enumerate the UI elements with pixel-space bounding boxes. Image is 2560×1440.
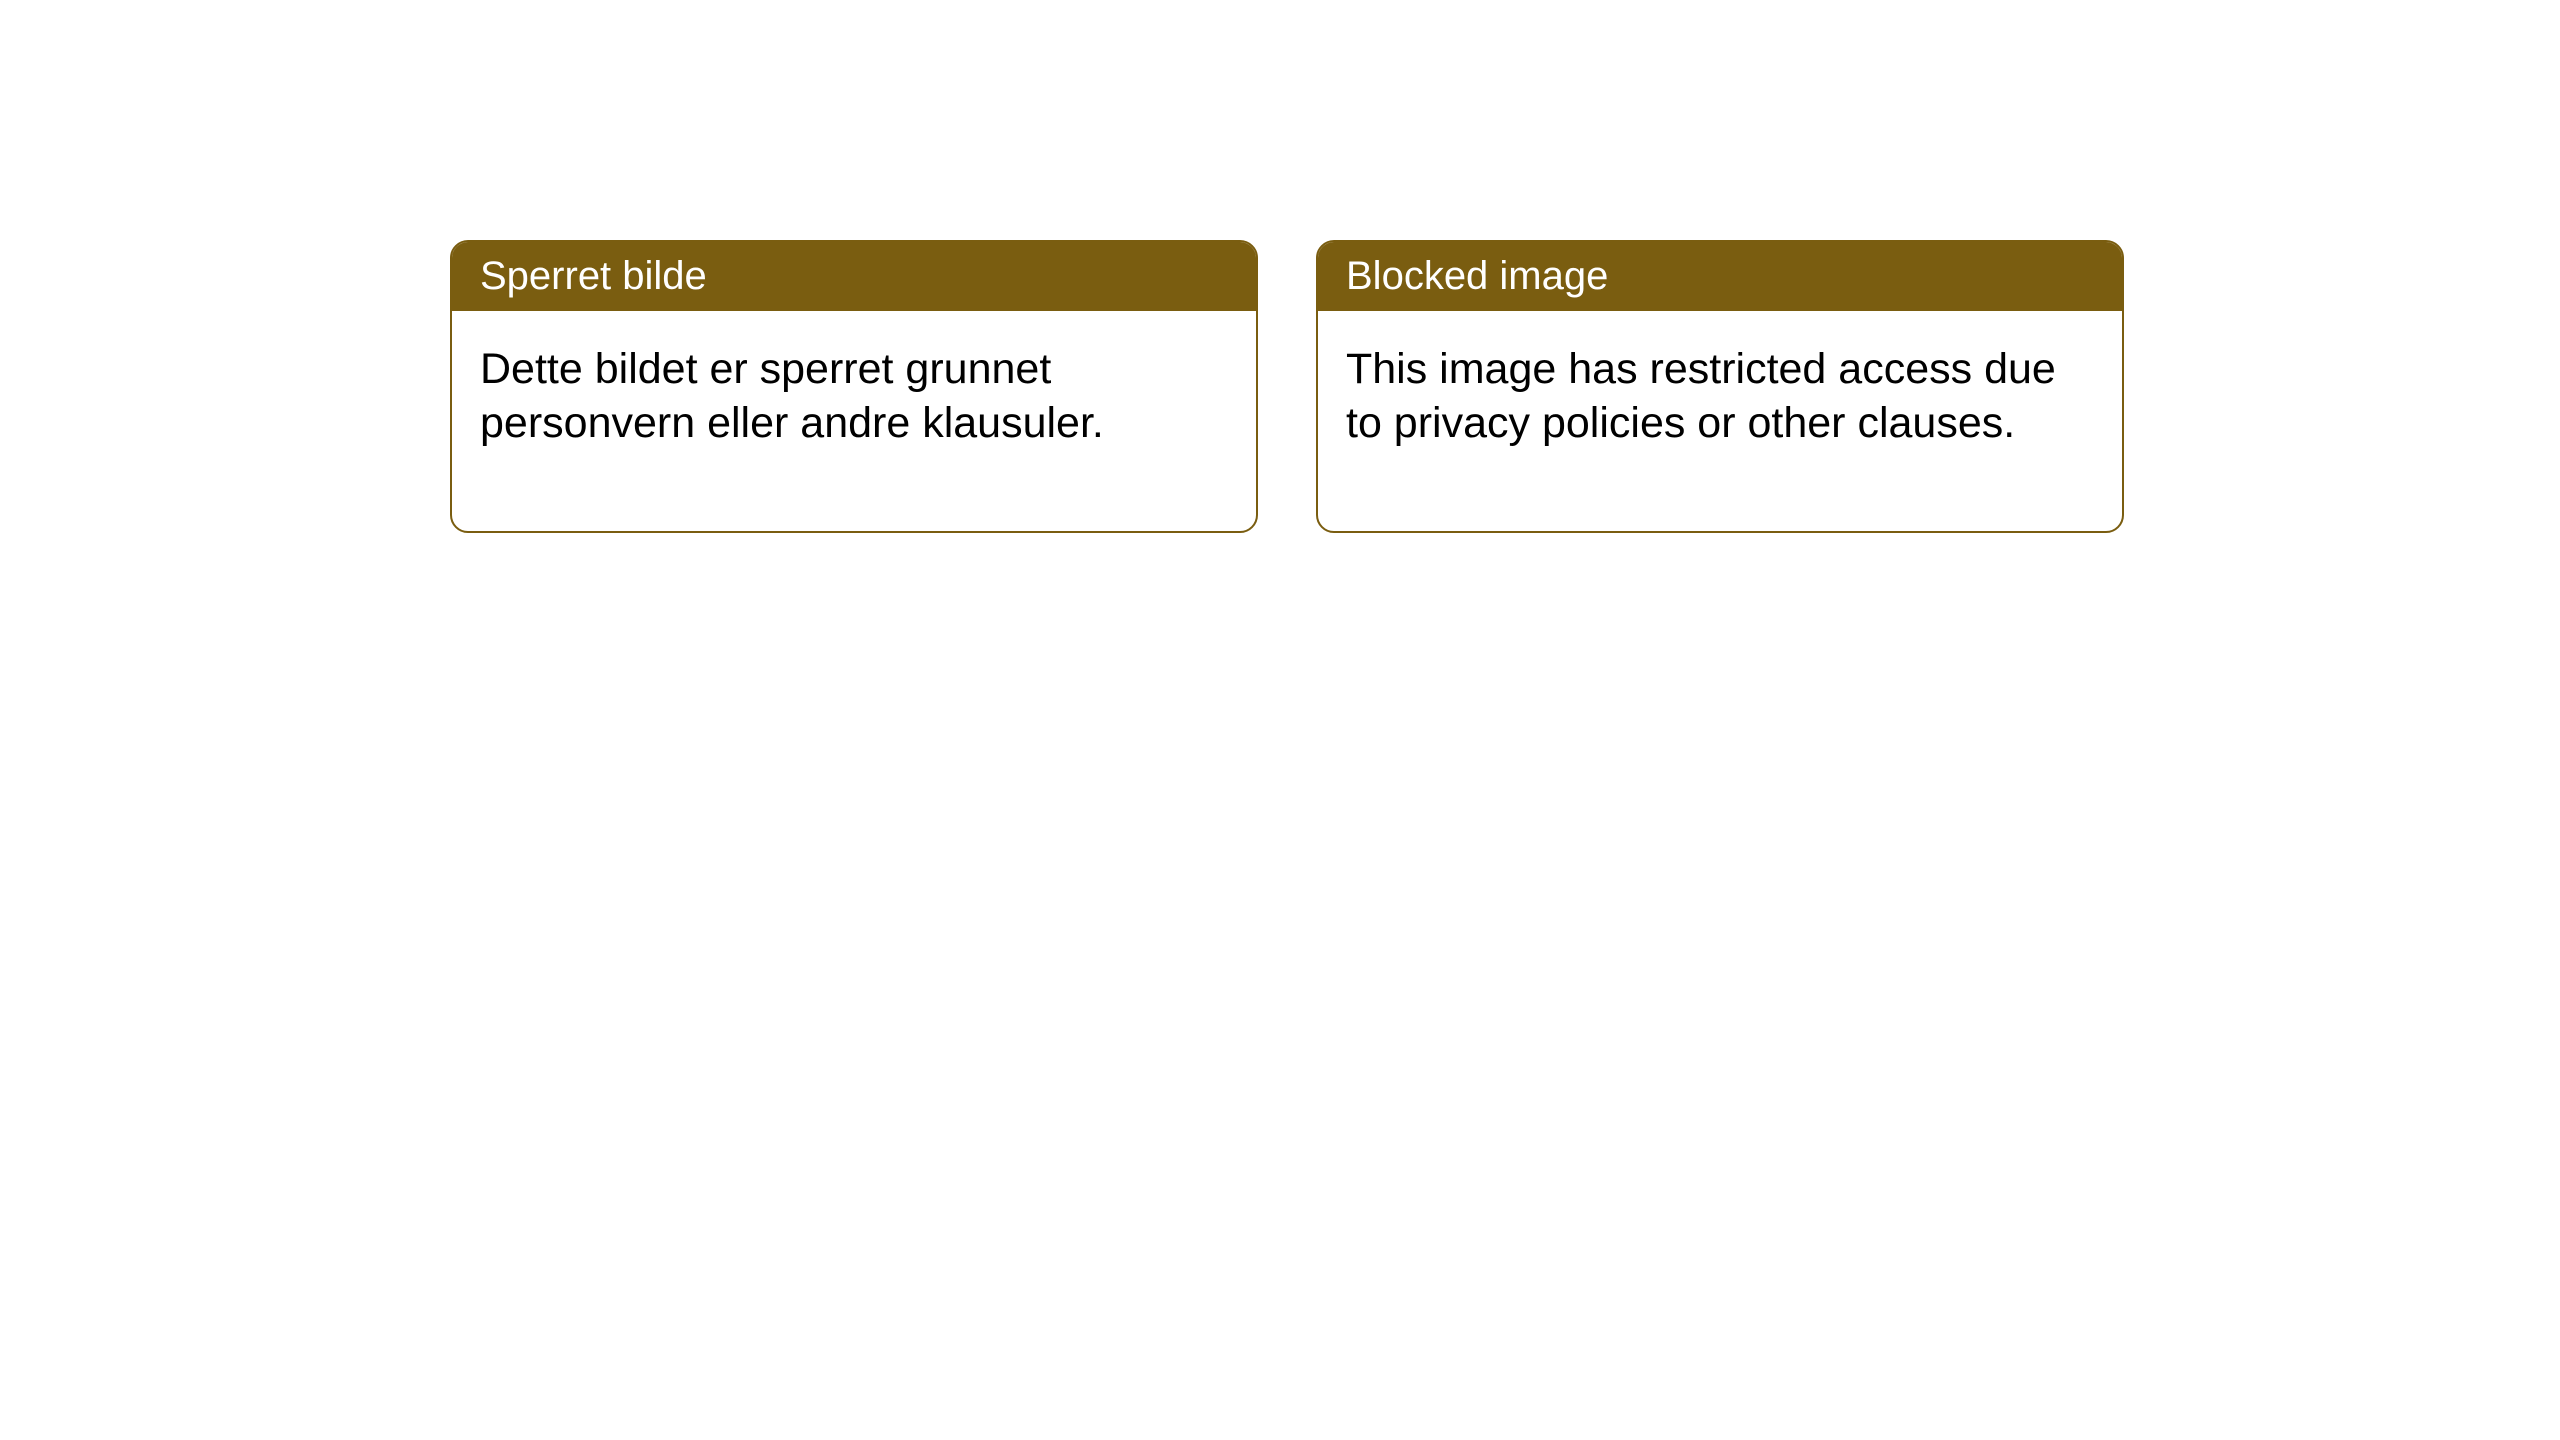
notice-card-header: Blocked image [1318, 242, 2122, 311]
notice-card-header: Sperret bilde [452, 242, 1256, 311]
notice-card-blocked: Blocked image This image has restricted … [1316, 240, 2124, 533]
notice-card-body-text: This image has restricted access due to … [1346, 345, 2056, 447]
notice-card-body: This image has restricted access due to … [1318, 311, 2122, 531]
notice-card-body-text: Dette bildet er sperret grunnet personve… [480, 345, 1104, 447]
notice-card-title: Sperret bilde [480, 254, 707, 298]
notice-card-title: Blocked image [1346, 254, 1608, 298]
notice-card-body: Dette bildet er sperret grunnet personve… [452, 311, 1256, 531]
notice-card-sperret: Sperret bilde Dette bildet er sperret gr… [450, 240, 1258, 533]
notice-cards-container: Sperret bilde Dette bildet er sperret gr… [450, 240, 2124, 533]
